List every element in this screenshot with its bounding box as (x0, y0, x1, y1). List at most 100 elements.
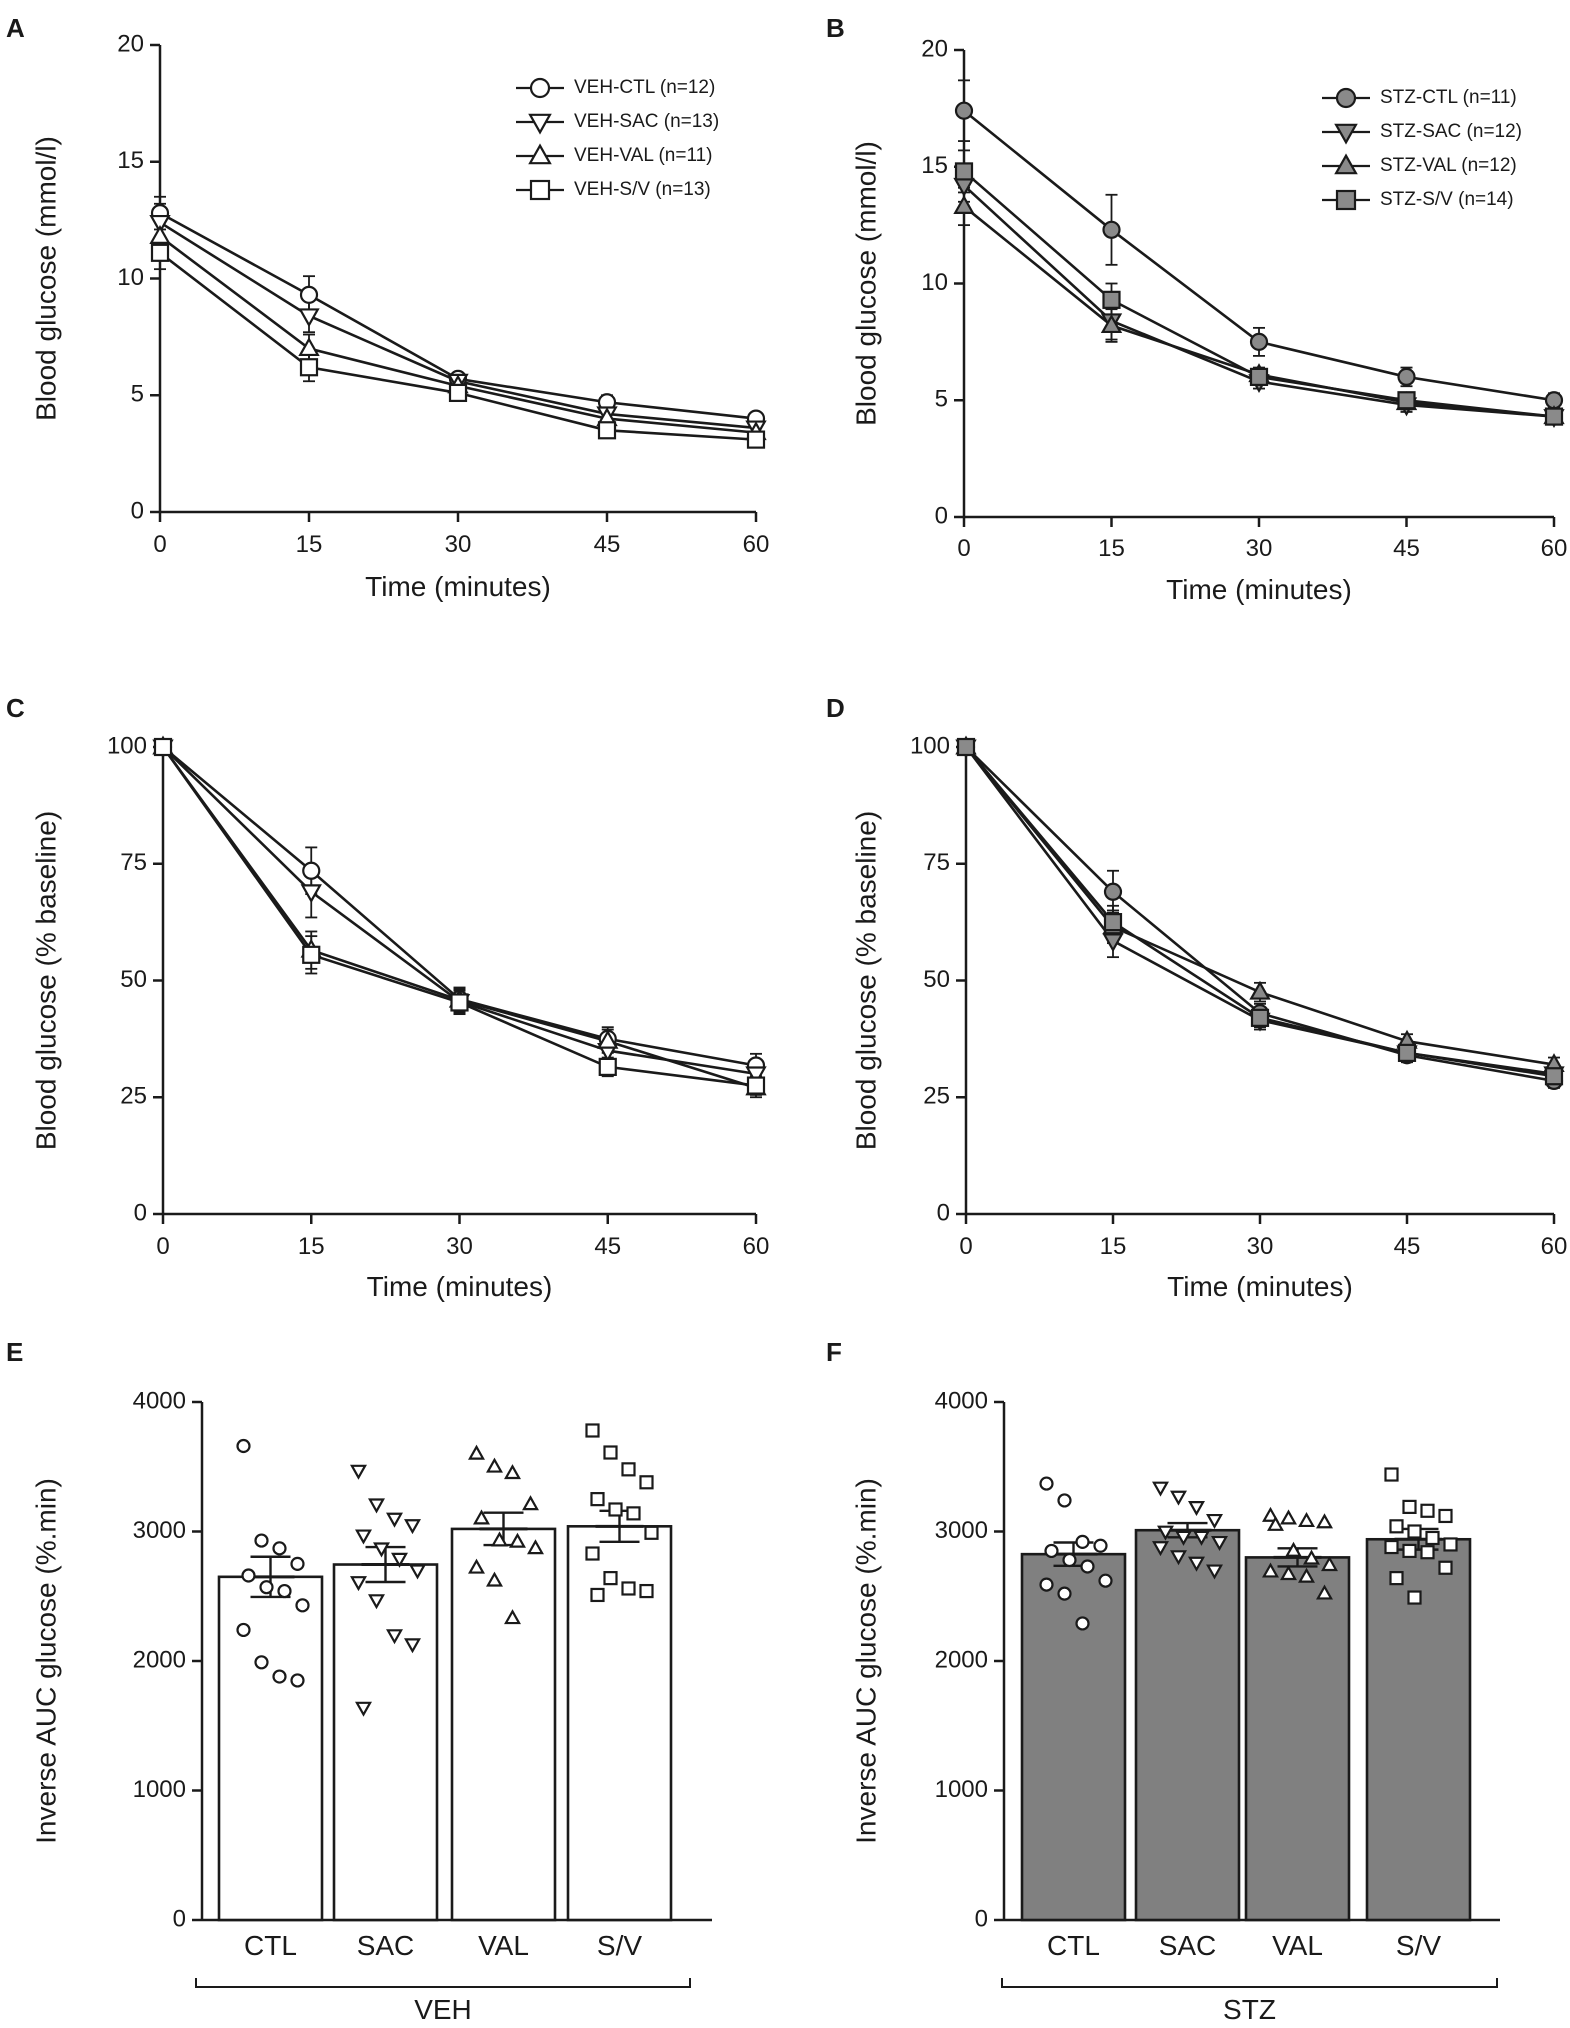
data-point-square (1544, 1067, 1564, 1086)
data-point-triangle-down (149, 214, 171, 234)
individual-point-triangle-up (509, 1532, 526, 1548)
x-tick-label: 15 (298, 1233, 325, 1260)
individual-point-circle (1057, 1586, 1072, 1601)
x-tick-label: 0 (153, 531, 166, 558)
x-axis-title: Time (minutes) (1167, 1271, 1353, 1302)
individual-point-triangle-up (1298, 1567, 1315, 1583)
panel-c: C Blood glucose (% baseline) 0 25 50 75 100 0 15… (6, 693, 769, 1302)
legend-label: VEH-VAL (n=11) (574, 145, 713, 166)
data-point-triangle-up (298, 337, 320, 357)
data-point-triangle-down (745, 1066, 767, 1086)
legend-label: STZ-CTL (n=11) (1380, 87, 1517, 108)
individual-point-triangle-down (1188, 1556, 1205, 1572)
data-point-triangle-down (300, 884, 322, 904)
y-tick-label: 25 (923, 1083, 950, 1110)
individual-point-triangle-up (527, 1539, 544, 1555)
individual-point-square (639, 1583, 654, 1599)
individual-point-square (1438, 1560, 1453, 1575)
y-axis-title: Blood glucose (% baseline) (850, 811, 881, 1150)
y-tick-label: 4000 (133, 1387, 186, 1414)
individual-point-circle (295, 1598, 310, 1613)
individual-point-triangle-up (486, 1457, 503, 1473)
panel-b: B Blood glucose (mmol/l) 0 5 10 15 20 0 15 30 45 60… (826, 13, 1567, 605)
x-tick-label: 15 (296, 531, 323, 558)
x-axis-title: Time (minutes) (365, 571, 551, 602)
x-tick-label: 15 (1098, 535, 1125, 562)
individual-point-circle (1075, 1534, 1090, 1549)
individual-point-triangle-up (1298, 1512, 1315, 1528)
individual-point-triangle-up (504, 1609, 521, 1625)
legend-label: STZ-SAC (n=12) (1380, 121, 1522, 142)
individual-point-triangle-down (368, 1594, 385, 1610)
data-point-square (1249, 367, 1269, 386)
category-label: SAC (1159, 1930, 1217, 1961)
data-point-square (598, 1057, 617, 1076)
y-tick-label: 0 (131, 497, 144, 524)
individual-point-square (590, 1492, 605, 1507)
y-tick-label: 5 (935, 386, 948, 413)
y-tick-label: 50 (923, 966, 950, 993)
x-tick-label: 15 (1100, 1233, 1127, 1260)
individual-point-square (1420, 1545, 1435, 1560)
data-point-circle (954, 101, 974, 120)
legend-label: STZ-S/V (n=14) (1380, 189, 1514, 210)
category-label: VAL (478, 1930, 529, 1961)
x-tick-label: 30 (1247, 1233, 1274, 1260)
x-tick-label: 0 (959, 1233, 972, 1260)
individual-point-square (1407, 1590, 1422, 1605)
legend-label: STZ-VAL (n=12) (1380, 155, 1517, 176)
y-tick-label: 75 (120, 849, 147, 876)
data-point-triangle-up (1249, 980, 1271, 1000)
legend-marker (529, 179, 551, 201)
series-line (159, 235, 757, 434)
individual-point-triangle-down (355, 1529, 372, 1545)
individual-point-circle (1093, 1538, 1108, 1553)
group-bracket (1001, 1978, 1498, 1988)
y-axis-title: Blood glucose (mmol/l) (30, 136, 61, 421)
x-tick-label: 45 (594, 531, 621, 558)
bar-val (450, 1527, 557, 1922)
x-tick-label: 60 (743, 531, 770, 558)
data-point-square (150, 243, 170, 262)
individual-point-square (1384, 1467, 1399, 1482)
individual-point-square (1389, 1519, 1404, 1534)
y-tick-label: 15 (921, 152, 948, 179)
data-point-square (746, 1076, 766, 1095)
individual-point-triangle-up (522, 1495, 539, 1511)
y-tick-label: 100 (910, 732, 950, 759)
individual-point-circle (272, 1541, 287, 1556)
individual-point-triangle-down (386, 1512, 403, 1528)
x-tick-label: 60 (1541, 1233, 1568, 1260)
x-tick-label: 45 (1393, 535, 1420, 562)
data-point-triangle-up (953, 195, 975, 214)
individual-point-square (603, 1571, 618, 1586)
y-axis-title: Inverse AUC glucose (%.min) (30, 1478, 61, 1844)
individual-point-triangle-up (486, 1571, 503, 1587)
category-label: S/V (597, 1930, 642, 1961)
individual-point-triangle-down (1152, 1541, 1169, 1557)
y-tick-label: 0 (937, 1199, 950, 1226)
data-point-triangle-down (1102, 933, 1124, 953)
legend-marker (528, 143, 552, 165)
panel-letter: C (6, 693, 25, 723)
individual-point-triangle-up (473, 1509, 490, 1525)
y-axis-title: Inverse AUC glucose (%.min) (850, 1478, 881, 1844)
bar-sac (332, 1563, 439, 1922)
legend-marker (1335, 189, 1357, 211)
individual-point-circle (290, 1673, 305, 1688)
individual-point-triangle-down (355, 1701, 372, 1717)
individual-point-triangle-up (1267, 1515, 1284, 1531)
individual-point-triangle-down (1170, 1490, 1187, 1506)
series-line (162, 746, 757, 1067)
individual-point-square (608, 1502, 623, 1517)
individual-point-triangle-down (373, 1542, 390, 1558)
individual-point-circle (1062, 1552, 1077, 1568)
y-tick-label: 50 (120, 966, 147, 993)
individual-point-square (585, 1423, 600, 1438)
individual-point-square (644, 1525, 659, 1540)
legend-label: VEH-SAC (n=13) (574, 111, 719, 132)
data-point-square (1544, 407, 1564, 426)
individual-point-triangle-up (468, 1558, 485, 1574)
panel-letter: A (6, 13, 25, 43)
